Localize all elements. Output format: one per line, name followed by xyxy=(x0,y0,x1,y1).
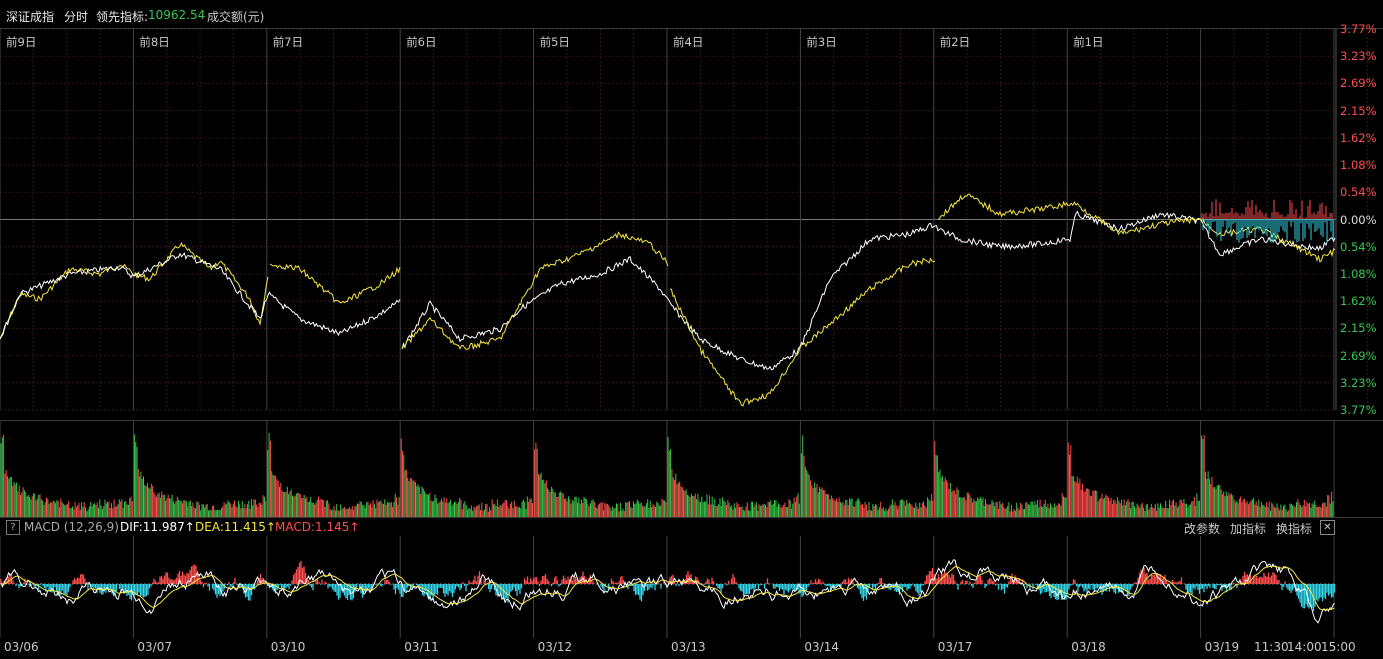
percent-label: 0.54% xyxy=(1340,185,1377,200)
percent-label: 1.08% xyxy=(1340,158,1377,173)
date-label: 03/17 xyxy=(937,640,973,654)
percent-label: 0.54% xyxy=(1340,239,1377,254)
date-label: 03/12 xyxy=(537,640,573,654)
date-label: 03/06 xyxy=(4,640,39,654)
lead-indicator-label: 领先指标: xyxy=(96,10,149,24)
index-line-yellow xyxy=(269,193,1336,407)
day-label: 前9日 xyxy=(6,35,37,49)
switch-indicator-button[interactable]: 换指标 xyxy=(1276,522,1313,536)
macd-value: MACD:1.145↑ xyxy=(275,520,360,534)
day-label: 前8日 xyxy=(139,35,170,49)
day-label: 前1日 xyxy=(1073,35,1104,49)
day-label: 前6日 xyxy=(406,35,437,49)
date-label: 03/10 xyxy=(270,640,306,654)
index-line-white xyxy=(0,210,1336,371)
percent-label: 1.62% xyxy=(1340,130,1377,145)
percent-label: 3.23% xyxy=(1340,49,1377,64)
date-label: 03/14 xyxy=(804,640,839,654)
volume-chart[interactable] xyxy=(0,420,1383,517)
dif-line xyxy=(0,559,1335,624)
day-label: 前2日 xyxy=(939,35,971,49)
date-label: 03/18 xyxy=(1071,640,1106,654)
date-label: 03/07 xyxy=(137,640,172,654)
edit-params-button[interactable]: 改参数 xyxy=(1184,522,1221,536)
macd-chart-svg xyxy=(0,536,1336,638)
day-label: 前4日 xyxy=(673,35,704,49)
percent-label: 2.69% xyxy=(1340,348,1377,363)
percent-label: 1.62% xyxy=(1340,294,1377,309)
percent-label: 2.15% xyxy=(1340,321,1377,336)
percent-label: 2.15% xyxy=(1340,103,1377,118)
volume-chart-svg xyxy=(0,421,1335,517)
percent-label: 3.77% xyxy=(1340,22,1377,36)
price-chart[interactable]: 前9日 前8日 前7日 前6日 前5日 前4日 前3日 前2日 前1日 3.77% 3.23% 2.… xyxy=(0,22,1383,417)
dea-line xyxy=(0,565,1335,611)
date-label: 03/13 xyxy=(671,640,706,654)
macd-title: MACD (12,26,9) xyxy=(24,520,119,534)
lead-indicator-value: 10962.54 xyxy=(148,8,206,22)
time-label: 15:00 xyxy=(1321,640,1356,654)
percent-label: 1.08% xyxy=(1340,266,1377,281)
macd-header: ? MACD (12,26,9) DIF:11.987↑ DEA:11.415↑… xyxy=(0,517,1383,536)
date-label: 03/19 xyxy=(1204,640,1240,654)
volume-unit-label: 成交额(元) xyxy=(207,10,265,24)
chart-header: 深证成指 分时 领先指标: 10962.54 成交额(元) xyxy=(0,0,1383,29)
percent-label: 0.00% xyxy=(1340,212,1377,227)
date-label: 03/11 xyxy=(404,640,439,654)
dea-value: DEA:11.415↑ xyxy=(195,520,276,534)
percent-label: 3.77% xyxy=(1340,403,1377,417)
mode-label[interactable]: 分时 xyxy=(64,10,89,24)
time-label: 14:00 xyxy=(1287,640,1322,654)
index-name[interactable]: 深证成指 xyxy=(6,10,55,24)
percent-label: 3.23% xyxy=(1340,375,1377,390)
macd-chart[interactable] xyxy=(0,536,1383,638)
close-icon[interactable]: ✕ xyxy=(1320,520,1335,535)
percent-label: 2.69% xyxy=(1340,76,1377,91)
help-button[interactable]: ? xyxy=(6,520,20,535)
day-label: 前5日 xyxy=(539,35,570,49)
price-chart-svg xyxy=(0,29,1368,411)
day-label: 前7日 xyxy=(272,35,304,49)
time-label: 11:30 xyxy=(1254,640,1289,654)
add-indicator-button[interactable]: 加指标 xyxy=(1230,522,1267,536)
index-line-yellow xyxy=(0,241,269,340)
dif-value: DIF:11.987↑ xyxy=(120,520,195,534)
day-label: 前3日 xyxy=(806,35,837,49)
